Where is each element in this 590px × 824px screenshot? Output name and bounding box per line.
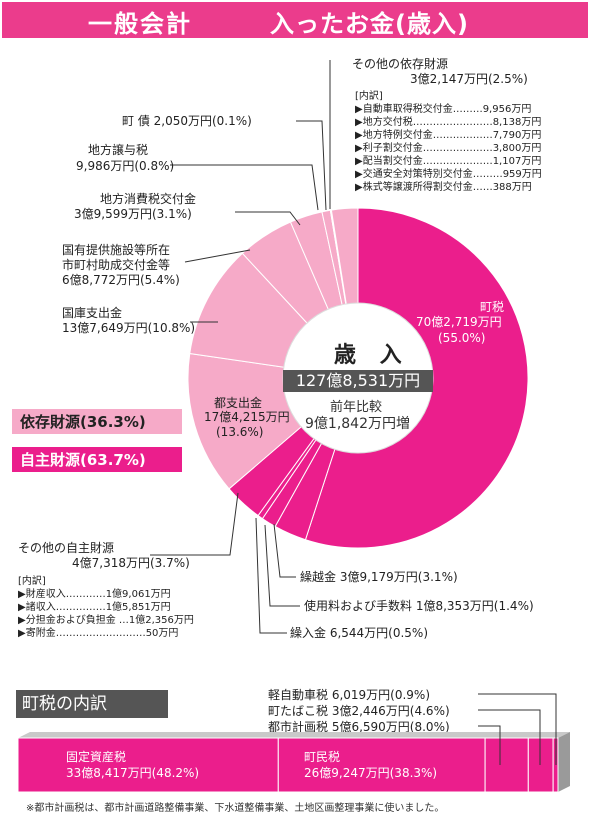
- label-kotei-name: 固定資産税: [66, 750, 127, 764]
- bar-leader-tabako: [478, 709, 541, 765]
- bar-3d-side: [558, 732, 570, 792]
- izon-breakdown-item: ▶自動車取得税交付金………9,956万円: [355, 104, 532, 115]
- label-chiho-joyo-name: 地方譲与税: [88, 143, 149, 157]
- bar-leader-lines: [478, 693, 557, 765]
- leader-line-chosai: [296, 120, 327, 211]
- label-choze: 町税: [452, 300, 532, 315]
- bar-segments: [17, 737, 559, 793]
- breakdown-title: 町税の内訳: [16, 690, 168, 718]
- leader-line-kokuyu: [184, 249, 251, 263]
- label-toshikeikaku: 都市計画税 5億6,590万円(8.0%): [268, 720, 450, 734]
- label-sonota-jishu-amount: 4億7,318万円(3.7%): [72, 556, 190, 570]
- center-title: 歳 入: [334, 343, 410, 368]
- bar-leader-kei: [478, 693, 557, 765]
- label-chiho-shohi-amount: 3億9,599万円(3.1%): [74, 207, 192, 221]
- pie-chart: [150, 60, 529, 634]
- leader-line-chiho-joyo: [170, 164, 319, 211]
- izon-breakdown-item: ▶株式等譲渡所得割交付金……388万円: [355, 182, 532, 193]
- label-shiyoryo: 使用料および手数料 1億8,353万円(1.4%): [304, 599, 534, 613]
- jishu-breakdown-item: ▶寄附金………………………50万円: [18, 628, 179, 639]
- label-choze-amount: 70億2,719万円: [416, 315, 502, 329]
- bar-segment: [17, 737, 279, 793]
- label-kotei-amount: 33億8,417万円(48.2%): [66, 766, 200, 780]
- center-comparison-value: 9億1,842万円増: [305, 416, 410, 432]
- label-chosai: 町 債 2,050万円(0.1%): [122, 114, 252, 128]
- label-sonota-izon-name: その他の依存財源: [352, 57, 449, 71]
- label-chiho-joyo-amount: 9,986万円(0.8%): [76, 159, 175, 173]
- center-comparison-label: 前年比較: [330, 400, 383, 415]
- jishu-breakdown-item: ▶分担金および負担金 …1億2,356万円: [18, 615, 194, 626]
- izon-breakdown-item: ▶利子割交付金…………………3,800万円: [355, 143, 542, 154]
- label-chomin-name: 町民税: [304, 750, 341, 764]
- label-kurire: 繰入金 6,544万円(0.5%): [290, 626, 429, 640]
- bar-segment: [527, 737, 554, 793]
- izon-breakdown-heading: [内訳]: [355, 91, 383, 102]
- izon-breakdown-item: ▶配当割交付金…………………1,107万円: [355, 156, 542, 167]
- label-sonota-izon-amount: 3億2,147万円(2.5%): [410, 72, 528, 86]
- bar-segment: [484, 737, 529, 793]
- izon-breakdown-item: ▶交通安全対策特別交付金………959万円: [355, 169, 542, 180]
- leader-line-shiyoryo: [264, 524, 300, 607]
- label-kei: 軽自動車税 6,019万円(0.9%): [268, 688, 431, 702]
- izon-breakdown-item: ▶地方交付税……………………8,138万円: [355, 117, 542, 128]
- header-title-right: 入ったお金(歳入): [270, 10, 469, 38]
- header-banner: [2, 2, 588, 38]
- label-kokuyu-amount: 6億8,772万円(5.4%): [62, 273, 180, 287]
- izon-breakdown-item: ▶地方特例交付金………………7,790万円: [355, 130, 542, 141]
- leader-line-kurire: [255, 517, 287, 634]
- label-kurikoshi: 繰越金 3億9,179万円(3.1%): [300, 570, 458, 584]
- pie-slices: [187, 207, 529, 549]
- label-tabako: 町たばこ税 3億2,446万円(4.6%): [268, 704, 450, 718]
- jishu-breakdown-heading: [内訳]: [18, 576, 46, 587]
- footnote: ※都市計画税は、都市計画道路整備事業、下水道整備事業、土地区画整理事業に使いまし…: [26, 803, 445, 814]
- leader-line-kurikoshi: [273, 523, 296, 578]
- bar-segment: [277, 737, 486, 793]
- leader-line-sonota-jishu: [150, 492, 239, 556]
- breakdown-bar-chart: [17, 693, 570, 793]
- bar-leader-toshikeikaku: [478, 725, 501, 765]
- header-title-left: 一般会計: [88, 10, 192, 38]
- label-kokko-name: 国庫支出金: [62, 306, 123, 320]
- label-kokuyu-line1: 国有提供施設等所在: [62, 243, 171, 257]
- label-choze-name: 町税: [479, 300, 504, 314]
- leader-line-chiho-shohi: [235, 211, 301, 226]
- badge-own-revenue: 自主財源(63.7%): [12, 447, 182, 472]
- bar-3d-top: [18, 732, 570, 738]
- label-chomin-amount: 26億9,247万円(38.3%): [304, 766, 438, 780]
- label-toshishutsu-name: 都支出金: [214, 396, 263, 410]
- label-sonota-jishu-name: その他の自主財源: [18, 541, 115, 555]
- badge-dependent-revenue: 依存財源(36.3%): [12, 409, 182, 434]
- label-kokuyu-line2: 市町村助成交付金等: [62, 258, 171, 272]
- label-toshishutsu-percent: (13.6%): [216, 425, 264, 439]
- label-chiho-shohi-name: 地方消費税交付金: [100, 192, 197, 206]
- jishu-breakdown-item: ▶諸収入……………1億5,851万円: [18, 602, 171, 613]
- jishu-breakdown-item: ▶財産収入…………1億9,061万円: [18, 589, 171, 600]
- label-choze-percent: (55.0%): [438, 331, 486, 345]
- label-toshishutsu-amount: 17億4,215万円: [204, 410, 290, 424]
- label-kokko-amount: 13億7,649万円(10.8%): [62, 321, 196, 335]
- center-total: 127億8,531万円: [283, 370, 433, 392]
- leader-lines: [150, 60, 331, 634]
